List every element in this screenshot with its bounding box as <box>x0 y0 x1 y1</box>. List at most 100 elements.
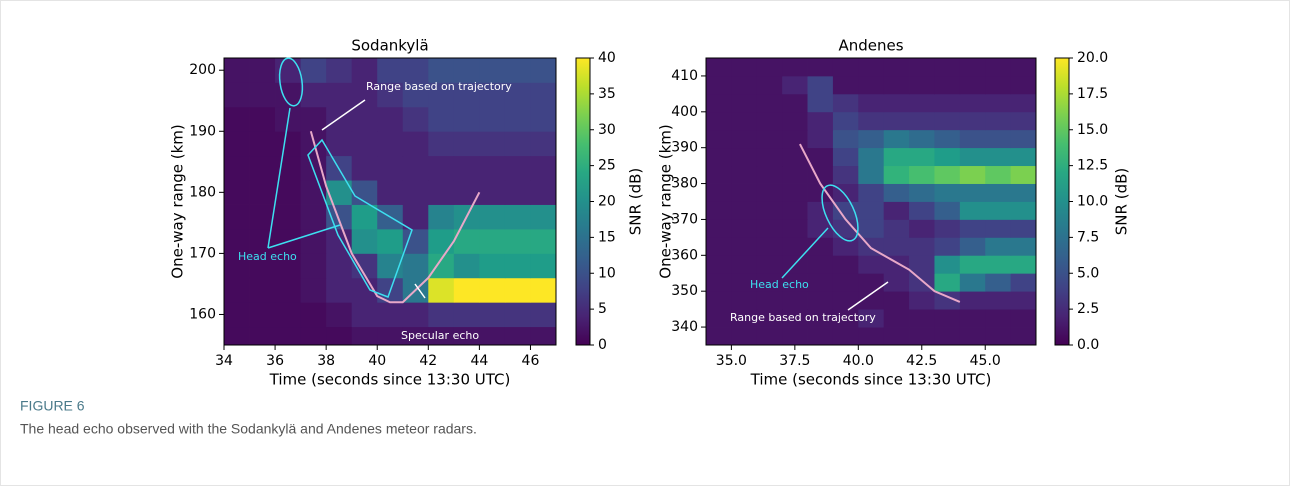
cell <box>504 82 531 108</box>
cell <box>909 219 935 238</box>
traj-arrow <box>847 281 889 311</box>
cell <box>249 155 276 181</box>
cell <box>377 180 404 205</box>
cell <box>985 165 1012 184</box>
cell <box>959 201 986 220</box>
cell <box>934 183 961 202</box>
cell <box>756 219 783 238</box>
cell <box>530 155 556 181</box>
x-axis-label: Time (seconds since 13:30 UTC) <box>269 371 511 389</box>
cell <box>706 255 732 274</box>
x-tick-label: 35.0 <box>716 353 747 369</box>
cell <box>883 219 910 238</box>
cell <box>883 327 910 345</box>
cell <box>934 237 961 256</box>
chart-title: Sodankylä <box>351 37 428 55</box>
colorbar-tick-label: 30 <box>598 122 616 138</box>
cell <box>883 201 910 220</box>
cell <box>934 219 961 238</box>
cell <box>300 253 327 279</box>
y-tick-label: 370 <box>671 211 698 227</box>
x-tick-label: 40 <box>368 353 386 369</box>
cell <box>351 302 378 328</box>
cell <box>326 82 353 108</box>
cell <box>858 309 885 328</box>
cell <box>807 237 834 256</box>
cell <box>1010 237 1036 256</box>
cell <box>731 111 758 131</box>
colorbar-tick-label: 2.5 <box>1077 301 1099 317</box>
cell <box>453 180 480 205</box>
cell <box>275 131 302 157</box>
cell <box>453 131 480 157</box>
cell <box>883 237 910 256</box>
cell <box>1010 111 1036 131</box>
cell <box>224 131 250 157</box>
caption-label: FIGURE 6 <box>20 398 85 414</box>
colorbar-tick-label: 15.0 <box>1077 122 1108 138</box>
plot-frame <box>705 57 1037 346</box>
cell <box>807 327 834 345</box>
cell <box>706 58 732 77</box>
cell <box>985 111 1012 131</box>
cell <box>959 255 986 274</box>
cell <box>985 273 1012 292</box>
cell <box>377 228 404 254</box>
trajectory-line <box>309 131 481 304</box>
cell <box>959 129 986 149</box>
cell <box>807 147 834 167</box>
cell <box>326 106 353 132</box>
cell <box>807 273 834 292</box>
cell <box>858 129 885 149</box>
cell <box>807 201 834 220</box>
cell <box>428 326 455 345</box>
cell <box>479 326 506 345</box>
cell <box>706 93 732 113</box>
cell <box>934 291 961 310</box>
cell <box>985 201 1012 220</box>
cell <box>530 131 556 157</box>
cell <box>275 326 302 345</box>
y-tick-label: 350 <box>671 283 698 299</box>
cell <box>351 228 378 254</box>
cell <box>428 204 455 230</box>
x-tick-label: 46 <box>522 353 540 369</box>
cell <box>731 291 758 310</box>
cell <box>782 111 808 131</box>
heatmap <box>706 58 1036 345</box>
cell <box>832 327 859 345</box>
colorbar <box>1054 57 1070 346</box>
cell <box>530 277 556 303</box>
cell <box>479 106 506 132</box>
cell <box>934 111 961 131</box>
x-tick-label: 42.5 <box>906 353 937 369</box>
cell <box>832 129 859 149</box>
cell <box>832 165 859 184</box>
cell <box>832 291 859 310</box>
cell <box>985 75 1012 95</box>
cell <box>782 291 808 310</box>
cell <box>1010 165 1036 184</box>
cell <box>504 131 531 157</box>
y-tick-label: 160 <box>189 306 216 322</box>
cell <box>453 277 480 303</box>
annotation: Head echo <box>750 278 809 291</box>
cell <box>985 237 1012 256</box>
cell <box>428 106 455 132</box>
colorbar-tick-label: 20.0 <box>1077 50 1108 66</box>
cell <box>858 201 885 220</box>
cell <box>731 273 758 292</box>
cell <box>530 106 556 132</box>
cell <box>300 302 327 328</box>
cell <box>428 253 455 279</box>
cell <box>858 111 885 131</box>
cell <box>807 255 834 274</box>
y-axis-label: One-way range (km) <box>169 124 187 278</box>
cell <box>351 155 378 181</box>
y-tick-label: 340 <box>671 319 698 335</box>
cell <box>706 201 732 220</box>
cell <box>985 309 1012 328</box>
cell <box>959 273 986 292</box>
cell <box>731 58 758 77</box>
cell <box>402 204 429 230</box>
